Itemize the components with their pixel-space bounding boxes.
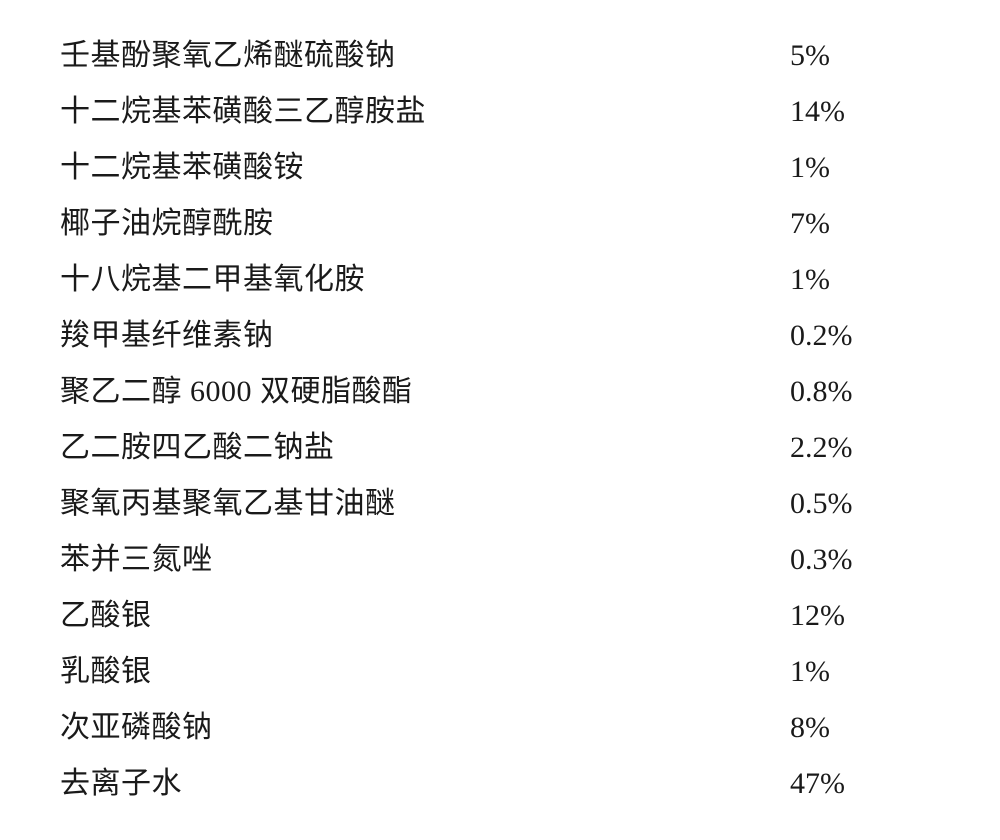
ingredient-value: 0.2% xyxy=(790,308,900,364)
list-item: 去离子水 47% xyxy=(60,756,900,812)
list-item: 壬基酚聚氧乙烯醚硫酸钠 5% xyxy=(60,28,900,84)
ingredient-label: 十八烷基二甲基氧化胺 xyxy=(60,252,365,308)
ingredient-label: 去离子水 xyxy=(60,756,182,812)
ingredient-label: 次亚磷酸钠 xyxy=(60,700,213,756)
ingredient-label: 苯并三氮唑 xyxy=(60,532,213,588)
ingredient-label: 椰子油烷醇酰胺 xyxy=(60,196,274,252)
ingredient-value: 0.5% xyxy=(790,476,900,532)
ingredient-value: 0.3% xyxy=(790,532,900,588)
ingredient-value: 12% xyxy=(790,588,900,644)
ingredient-value: 2.2% xyxy=(790,420,900,476)
list-item: 聚氧丙基聚氧乙基甘油醚 0.5% xyxy=(60,476,900,532)
list-item: 乙二胺四乙酸二钠盐 2.2% xyxy=(60,420,900,476)
ingredient-value: 8% xyxy=(790,700,900,756)
ingredient-label: 十二烷基苯磺酸铵 xyxy=(60,140,304,196)
ingredient-label: 十二烷基苯磺酸三乙醇胺盐 xyxy=(60,84,426,140)
ingredient-value: 47% xyxy=(790,756,900,812)
ingredient-label: 聚氧丙基聚氧乙基甘油醚 xyxy=(60,476,396,532)
ingredient-label: 乙二胺四乙酸二钠盐 xyxy=(60,420,335,476)
ingredient-label: 乳酸银 xyxy=(60,644,152,700)
ingredient-label: 羧甲基纤维素钠 xyxy=(60,308,274,364)
ingredient-label: 壬基酚聚氧乙烯醚硫酸钠 xyxy=(60,28,396,84)
list-item: 椰子油烷醇酰胺 7% xyxy=(60,196,900,252)
list-item: 乳酸银 1% xyxy=(60,644,900,700)
ingredient-value: 1% xyxy=(790,252,900,308)
ingredient-value: 7% xyxy=(790,196,900,252)
list-item: 聚乙二醇 6000 双硬脂酸酯 0.8% xyxy=(60,364,900,420)
list-item: 苯并三氮唑 0.3% xyxy=(60,532,900,588)
ingredient-list: 壬基酚聚氧乙烯醚硫酸钠 5% 十二烷基苯磺酸三乙醇胺盐 14% 十二烷基苯磺酸铵… xyxy=(0,0,1000,840)
ingredient-label: 乙酸银 xyxy=(60,588,152,644)
list-item: 乙酸银 12% xyxy=(60,588,900,644)
list-item: 十二烷基苯磺酸三乙醇胺盐 14% xyxy=(60,84,900,140)
ingredient-value: 0.8% xyxy=(790,364,900,420)
ingredient-value: 14% xyxy=(790,84,900,140)
list-item: 次亚磷酸钠 8% xyxy=(60,700,900,756)
ingredient-value: 1% xyxy=(790,644,900,700)
list-item: 十八烷基二甲基氧化胺 1% xyxy=(60,252,900,308)
ingredient-label: 聚乙二醇 6000 双硬脂酸酯 xyxy=(60,364,413,420)
ingredient-value: 5% xyxy=(790,28,900,84)
list-item: 羧甲基纤维素钠 0.2% xyxy=(60,308,900,364)
ingredient-value: 1% xyxy=(790,140,900,196)
list-item: 十二烷基苯磺酸铵 1% xyxy=(60,140,900,196)
